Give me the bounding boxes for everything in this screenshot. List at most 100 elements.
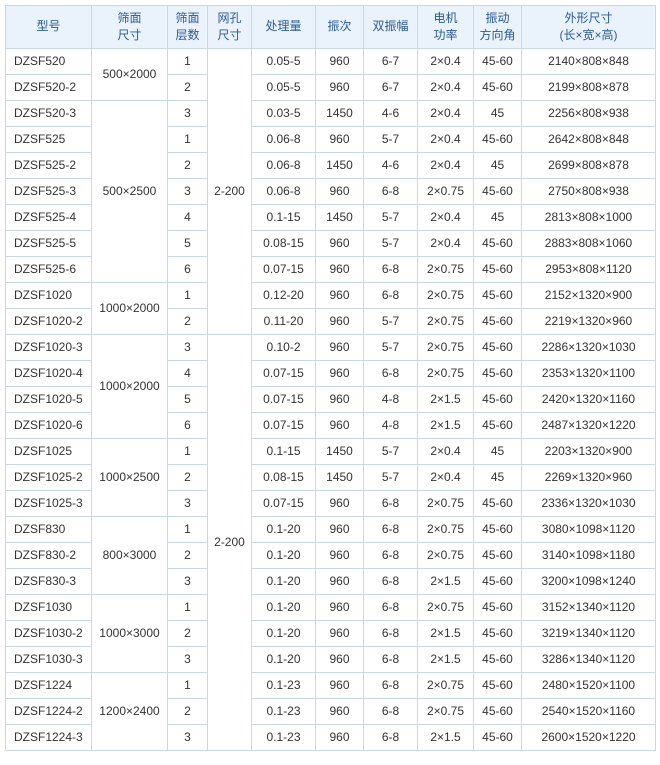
cell-power: 2×0.4 bbox=[418, 126, 474, 152]
cell-frequency: 960 bbox=[316, 48, 364, 74]
cell-model: DZSF1030-3 bbox=[6, 646, 92, 672]
cell-capacity: 0.1-15 bbox=[252, 204, 316, 230]
cell-size: 500×2500 bbox=[92, 100, 168, 282]
cell-mesh: 2-200 bbox=[208, 48, 252, 334]
cell-capacity: 0.1-15 bbox=[252, 438, 316, 464]
cell-dimensions: 3200×1098×1240 bbox=[522, 568, 656, 594]
col-header-7: 电机功率 bbox=[418, 6, 474, 49]
cell-dimensions: 3140×1098×1180 bbox=[522, 542, 656, 568]
cell-capacity: 0.1-20 bbox=[252, 620, 316, 646]
cell-dimensions: 2600×1520×1220 bbox=[522, 724, 656, 750]
cell-layers: 3 bbox=[168, 646, 208, 672]
cell-angle: 45-60 bbox=[474, 568, 522, 594]
cell-power: 2×1.5 bbox=[418, 412, 474, 438]
cell-layers: 3 bbox=[168, 568, 208, 594]
cell-amplitude: 6-8 bbox=[364, 542, 418, 568]
cell-angle: 45-60 bbox=[474, 646, 522, 672]
cell-model: DZSF1020-6 bbox=[6, 412, 92, 438]
spec-table: 型号筛面尺寸筛面层数网孔尺寸处理量振次双振幅电机功率振动方向角外形尺寸(长×宽×… bbox=[5, 5, 656, 751]
cell-capacity: 0.1-20 bbox=[252, 516, 316, 542]
cell-model: DZSF1224-3 bbox=[6, 724, 92, 750]
cell-layers: 2 bbox=[168, 74, 208, 100]
cell-model: DZSF1020-5 bbox=[6, 386, 92, 412]
cell-layers: 2 bbox=[168, 698, 208, 724]
cell-model: DZSF525-5 bbox=[6, 230, 92, 256]
cell-dimensions: 2487×1320×1220 bbox=[522, 412, 656, 438]
cell-capacity: 0.05-5 bbox=[252, 74, 316, 100]
cell-model: DZSF1020 bbox=[6, 282, 92, 308]
cell-model: DZSF1030 bbox=[6, 594, 92, 620]
cell-capacity: 0.1-20 bbox=[252, 568, 316, 594]
cell-layers: 1 bbox=[168, 282, 208, 308]
cell-model: DZSF520 bbox=[6, 48, 92, 74]
cell-dimensions: 3152×1340×1120 bbox=[522, 594, 656, 620]
cell-power: 2×0.4 bbox=[418, 464, 474, 490]
cell-angle: 45-60 bbox=[474, 724, 522, 750]
cell-dimensions: 3080×1098×1120 bbox=[522, 516, 656, 542]
cell-angle: 45-60 bbox=[474, 698, 522, 724]
cell-size: 1200×2400 bbox=[92, 672, 168, 750]
cell-frequency: 960 bbox=[316, 542, 364, 568]
cell-capacity: 0.07-15 bbox=[252, 412, 316, 438]
cell-layers: 2 bbox=[168, 152, 208, 178]
cell-amplitude: 6-8 bbox=[364, 568, 418, 594]
cell-dimensions: 2953×808×1120 bbox=[522, 256, 656, 282]
cell-model: DZSF525-3 bbox=[6, 178, 92, 204]
cell-power: 2×1.5 bbox=[418, 386, 474, 412]
cell-dimensions: 3286×1340×1120 bbox=[522, 646, 656, 672]
cell-layers: 5 bbox=[168, 230, 208, 256]
cell-layers: 5 bbox=[168, 386, 208, 412]
cell-amplitude: 6-8 bbox=[364, 516, 418, 542]
cell-capacity: 0.07-15 bbox=[252, 360, 316, 386]
cell-angle: 45-60 bbox=[474, 308, 522, 334]
cell-angle: 45-60 bbox=[474, 672, 522, 698]
cell-frequency: 960 bbox=[316, 178, 364, 204]
cell-model: DZSF1030-2 bbox=[6, 620, 92, 646]
cell-frequency: 960 bbox=[316, 386, 364, 412]
cell-angle: 45-60 bbox=[474, 48, 522, 74]
cell-power: 2×0.75 bbox=[418, 594, 474, 620]
cell-capacity: 0.12-20 bbox=[252, 282, 316, 308]
cell-power: 2×1.5 bbox=[418, 620, 474, 646]
table-row: DZSF10301000×300010.1-209606-82×0.7545-6… bbox=[6, 594, 656, 620]
cell-layers: 1 bbox=[168, 438, 208, 464]
cell-power: 2×0.75 bbox=[418, 178, 474, 204]
col-header-1: 筛面尺寸 bbox=[92, 6, 168, 49]
cell-capacity: 0.11-20 bbox=[252, 308, 316, 334]
cell-layers: 1 bbox=[168, 48, 208, 74]
cell-size: 1000×2000 bbox=[92, 282, 168, 334]
cell-amplitude: 4-8 bbox=[364, 412, 418, 438]
cell-layers: 2 bbox=[168, 464, 208, 490]
cell-amplitude: 6-7 bbox=[364, 48, 418, 74]
cell-model: DZSF525-4 bbox=[6, 204, 92, 230]
cell-layers: 1 bbox=[168, 126, 208, 152]
cell-amplitude: 6-8 bbox=[364, 594, 418, 620]
cell-dimensions: 2336×1320×1030 bbox=[522, 490, 656, 516]
cell-model: DZSF525-2 bbox=[6, 152, 92, 178]
cell-frequency: 1450 bbox=[316, 204, 364, 230]
cell-angle: 45-60 bbox=[474, 542, 522, 568]
cell-capacity: 0.07-15 bbox=[252, 386, 316, 412]
cell-layers: 2 bbox=[168, 308, 208, 334]
cell-capacity: 0.06-8 bbox=[252, 178, 316, 204]
cell-layers: 4 bbox=[168, 360, 208, 386]
cell-power: 2×0.4 bbox=[418, 74, 474, 100]
cell-power: 2×0.4 bbox=[418, 152, 474, 178]
cell-capacity: 0.06-8 bbox=[252, 152, 316, 178]
cell-angle: 45-60 bbox=[474, 490, 522, 516]
table-row: DZSF10251000×250010.1-1514505-72×0.44522… bbox=[6, 438, 656, 464]
cell-amplitude: 5-7 bbox=[364, 334, 418, 360]
table-row: DZSF520-3500×250030.03-514504-62×0.44522… bbox=[6, 100, 656, 126]
cell-model: DZSF830-3 bbox=[6, 568, 92, 594]
cell-dimensions: 2699×808×878 bbox=[522, 152, 656, 178]
cell-amplitude: 5-7 bbox=[364, 204, 418, 230]
cell-capacity: 0.1-20 bbox=[252, 542, 316, 568]
cell-capacity: 0.1-20 bbox=[252, 594, 316, 620]
cell-layers: 3 bbox=[168, 490, 208, 516]
cell-model: DZSF830-2 bbox=[6, 542, 92, 568]
table-row: DZSF12241200×240010.1-239606-82×0.7545-6… bbox=[6, 672, 656, 698]
cell-layers: 3 bbox=[168, 724, 208, 750]
cell-amplitude: 4-6 bbox=[364, 152, 418, 178]
col-header-8: 振动方向角 bbox=[474, 6, 522, 49]
cell-dimensions: 2480×1520×1100 bbox=[522, 672, 656, 698]
